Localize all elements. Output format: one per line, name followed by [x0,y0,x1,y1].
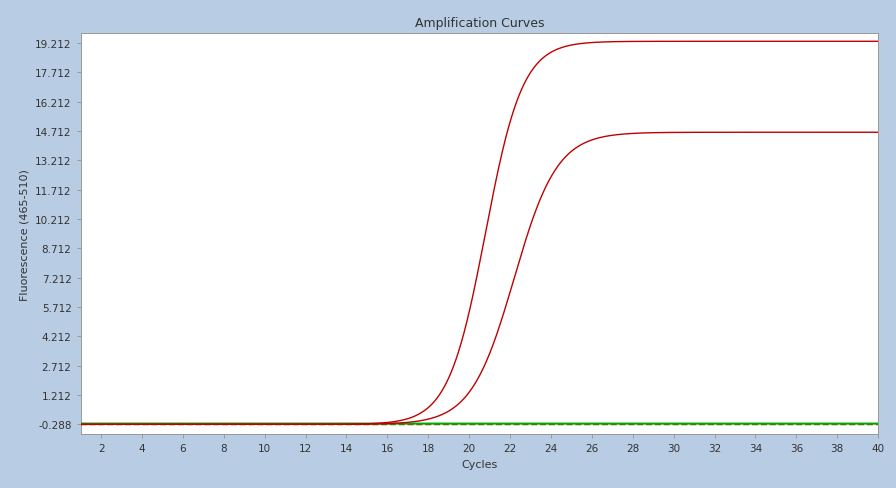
X-axis label: Cycles: Cycles [461,459,497,469]
Y-axis label: Fluorescence (465-510): Fluorescence (465-510) [20,168,30,300]
Title: Amplification Curves: Amplification Curves [415,17,544,30]
